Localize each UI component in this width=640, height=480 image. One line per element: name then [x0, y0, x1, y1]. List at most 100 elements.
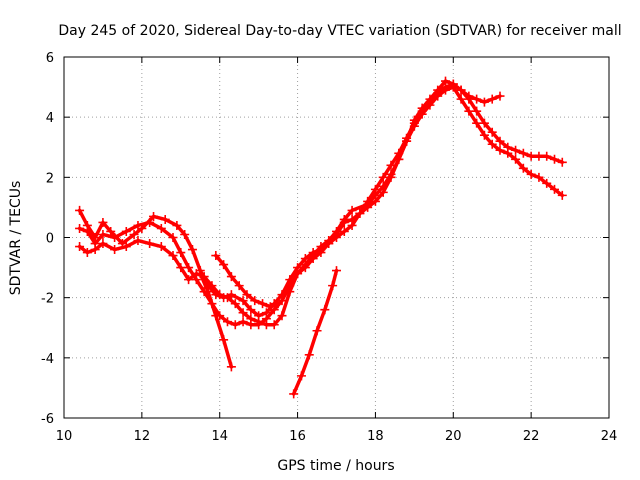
data-point — [472, 94, 482, 104]
data-point — [90, 239, 100, 249]
data-point — [246, 320, 256, 330]
data-point — [487, 127, 497, 137]
data-point — [347, 205, 357, 215]
y-axis-label: SDTVAR / TECUs — [8, 181, 24, 296]
y-tick-label: -4 — [41, 352, 54, 367]
data-point — [347, 220, 357, 230]
data-point — [339, 214, 349, 224]
data-point — [293, 269, 303, 279]
y-tick-label: 2 — [46, 171, 54, 186]
data-point — [180, 229, 190, 239]
data-point — [511, 145, 521, 155]
data-point — [542, 178, 552, 188]
data-point — [456, 85, 466, 95]
data-point — [526, 151, 536, 161]
chart-title: Day 245 of 2020, Sidereal Day-to-day VTE… — [58, 23, 621, 39]
data-point — [425, 94, 435, 104]
data-point — [187, 245, 197, 255]
data-point — [332, 226, 341, 236]
data-point — [550, 154, 559, 164]
x-tick-label: 16 — [289, 429, 306, 444]
data-point — [226, 362, 236, 372]
data-point — [254, 320, 264, 330]
data-point — [82, 248, 92, 258]
data-point — [258, 299, 268, 309]
data-point — [110, 245, 120, 255]
data-point — [184, 263, 194, 273]
data-point — [550, 184, 559, 194]
data-point — [472, 118, 482, 128]
data-point — [223, 293, 232, 303]
data-point — [332, 266, 341, 276]
data-point — [121, 242, 131, 252]
data-point — [184, 275, 194, 285]
data-point — [472, 106, 482, 116]
y-tick-label: 6 — [46, 51, 54, 66]
data-point — [238, 296, 248, 306]
data-point — [495, 91, 505, 101]
data-point — [378, 172, 388, 182]
data-point — [316, 242, 326, 252]
series-line — [77, 82, 565, 327]
data-point — [518, 148, 528, 158]
data-point — [168, 251, 178, 261]
data-point — [409, 115, 419, 125]
series-track-6 — [289, 266, 341, 399]
data-point — [160, 214, 170, 224]
data-point — [534, 151, 544, 161]
data-point — [464, 91, 474, 101]
data-point — [265, 302, 275, 312]
data-point — [324, 236, 334, 246]
data-point — [145, 239, 155, 249]
data-point — [156, 223, 166, 233]
data-point — [168, 233, 178, 242]
data-point — [448, 79, 458, 89]
data-point — [511, 154, 521, 164]
data-point — [285, 281, 295, 291]
x-tick-label: 18 — [367, 429, 384, 444]
data-point — [203, 287, 213, 297]
data-point — [296, 371, 306, 381]
data-point — [242, 290, 252, 300]
data-point — [149, 211, 159, 221]
data-point — [207, 281, 217, 291]
data-point — [156, 242, 166, 252]
data-point — [82, 226, 92, 236]
data-point — [464, 106, 474, 116]
data-point — [145, 217, 155, 227]
data-point — [98, 229, 108, 239]
y-tick-label: -2 — [41, 292, 54, 307]
data-point — [98, 239, 108, 249]
data-point — [487, 139, 497, 149]
x-tick-label: 24 — [601, 429, 618, 444]
data-point — [75, 205, 85, 215]
data-point — [355, 208, 365, 218]
data-point — [312, 326, 322, 336]
series-track-1 — [75, 82, 567, 321]
data-point — [98, 217, 108, 227]
data-point — [289, 389, 299, 399]
data-point — [495, 145, 505, 155]
data-point — [386, 169, 396, 179]
data-point — [106, 226, 116, 236]
data-point — [172, 220, 182, 230]
data-point — [121, 226, 131, 236]
data-point — [238, 317, 248, 327]
x-tick-label: 20 — [445, 429, 462, 444]
x-tick-label: 14 — [211, 429, 228, 444]
data-point — [534, 172, 544, 182]
data-point — [223, 317, 232, 327]
data-point — [339, 226, 349, 236]
data-point — [226, 272, 236, 282]
data-point — [238, 308, 248, 318]
data-point — [230, 320, 240, 330]
data-point — [526, 169, 536, 179]
data-point — [133, 220, 143, 230]
y-tick-label: 0 — [46, 232, 54, 247]
data-point — [215, 290, 225, 300]
data-point — [456, 94, 466, 104]
x-tick-label: 22 — [523, 429, 540, 444]
data-point — [479, 118, 489, 128]
